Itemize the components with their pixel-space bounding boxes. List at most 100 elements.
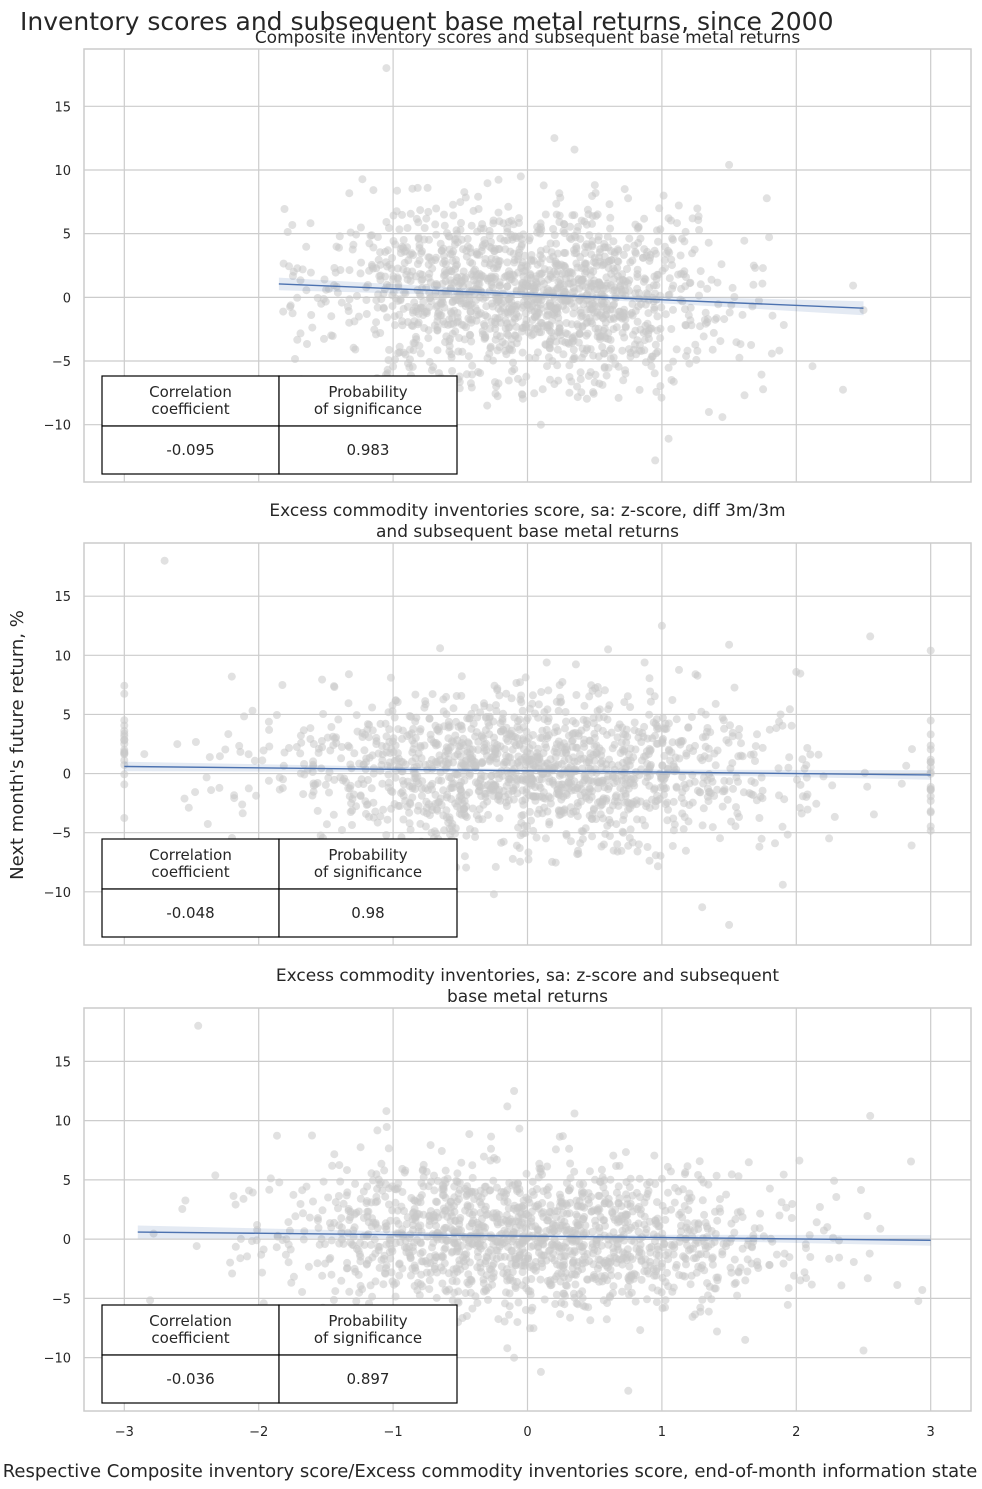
scatter-point xyxy=(574,729,583,738)
scatter-point xyxy=(468,361,477,370)
scatter-point xyxy=(337,754,346,763)
scatter-point xyxy=(511,1284,520,1292)
scatter-point xyxy=(497,1262,506,1271)
scatter-point xyxy=(464,352,473,361)
scatter-point xyxy=(618,346,627,355)
scatter-point xyxy=(774,764,783,773)
scatter-point xyxy=(371,1198,380,1207)
scatter-point xyxy=(309,757,318,766)
scatter-point xyxy=(410,298,419,307)
y-tick-label: −5 xyxy=(52,827,71,842)
scatter-point xyxy=(345,189,354,198)
scatter-point xyxy=(597,1165,606,1174)
scatter-point xyxy=(320,275,329,284)
scatter-point xyxy=(802,773,811,782)
scatter-point xyxy=(664,764,673,773)
scatter-point xyxy=(603,232,612,241)
scatter-point xyxy=(643,290,652,299)
scatter-point xyxy=(511,331,520,340)
x-tick-label: −3 xyxy=(115,1425,134,1440)
scatter-point xyxy=(542,1185,551,1194)
scatter-point xyxy=(543,310,552,319)
scatter-point xyxy=(667,1205,676,1214)
scatter-point xyxy=(447,774,456,782)
scatter-point xyxy=(522,1224,531,1233)
scatter-point xyxy=(433,1198,441,1207)
scatter-point xyxy=(493,314,502,323)
scatter-point xyxy=(120,732,129,741)
scatter-point xyxy=(495,785,504,794)
scatter-point xyxy=(543,1162,552,1171)
scatter-point xyxy=(798,755,807,764)
scatter-point xyxy=(462,1312,471,1320)
scatter-point xyxy=(273,1131,281,1140)
scatter-point xyxy=(560,1300,569,1309)
scatter-point xyxy=(456,1265,465,1274)
scatter-point xyxy=(453,309,462,317)
scatter-point xyxy=(525,353,534,362)
scatter-point xyxy=(604,645,613,654)
scatter-point xyxy=(289,1190,298,1199)
scatter-point xyxy=(239,1194,248,1203)
scatter-point xyxy=(651,731,659,740)
scatter-point xyxy=(713,1276,722,1285)
scatter-point xyxy=(633,317,642,326)
scatter-point xyxy=(734,1172,743,1181)
scatter-point xyxy=(639,277,648,286)
scatter-point xyxy=(360,1240,369,1249)
scatter-point xyxy=(716,1195,724,1204)
scatter-point xyxy=(561,724,569,733)
scatter-point xyxy=(753,1257,762,1266)
scatter-point xyxy=(610,267,619,276)
scatter-point xyxy=(673,219,681,228)
scatter-point xyxy=(517,811,526,820)
scatter-point xyxy=(675,754,684,763)
scatter-point xyxy=(450,1207,459,1216)
scatter-point xyxy=(380,1166,389,1175)
scatter-point xyxy=(452,256,460,264)
scatter-points xyxy=(146,1021,927,1395)
scatter-point xyxy=(374,290,383,299)
scatter-point xyxy=(558,749,567,758)
scatter-point xyxy=(681,321,690,330)
regression-line xyxy=(124,765,931,776)
scatter-point xyxy=(376,248,385,257)
scatter-point xyxy=(727,1170,736,1179)
scatter-point xyxy=(608,1289,617,1298)
scatter-point xyxy=(645,1178,654,1187)
scatter-point xyxy=(477,1200,486,1209)
scatter-point xyxy=(493,684,502,693)
scatter-point xyxy=(640,214,649,223)
scatter-point xyxy=(173,740,182,749)
scatter-point xyxy=(757,773,766,782)
scatter-point xyxy=(519,272,528,281)
scatter-point xyxy=(617,846,626,855)
scatter-point xyxy=(362,754,371,763)
scatter-point xyxy=(373,818,382,827)
scatter-point xyxy=(570,303,579,312)
scatter-point xyxy=(352,1297,361,1306)
scatter-point xyxy=(378,779,387,788)
scatter-point xyxy=(578,835,587,844)
scatter-point xyxy=(698,756,707,765)
scatter-point xyxy=(344,670,353,679)
scatter-point xyxy=(417,1270,426,1279)
scatter-point xyxy=(381,1269,390,1278)
scatter-point xyxy=(462,1192,471,1200)
scatter-point xyxy=(313,806,322,815)
scatter-point xyxy=(646,697,655,706)
scatter-point xyxy=(393,1206,402,1215)
scatter-point xyxy=(501,757,510,766)
scatter-point xyxy=(566,222,575,231)
scatter-point xyxy=(289,1272,298,1281)
scatter-point xyxy=(205,753,214,762)
scatter-point xyxy=(661,1296,670,1305)
scatter-point xyxy=(433,323,442,332)
scatter-point xyxy=(592,748,601,757)
scatter-point xyxy=(561,1252,570,1261)
scatter-point xyxy=(641,327,650,336)
scatter-point xyxy=(431,1212,440,1221)
scatter-point xyxy=(433,317,442,326)
scatter-point xyxy=(296,749,305,758)
scatter-point xyxy=(541,834,550,843)
